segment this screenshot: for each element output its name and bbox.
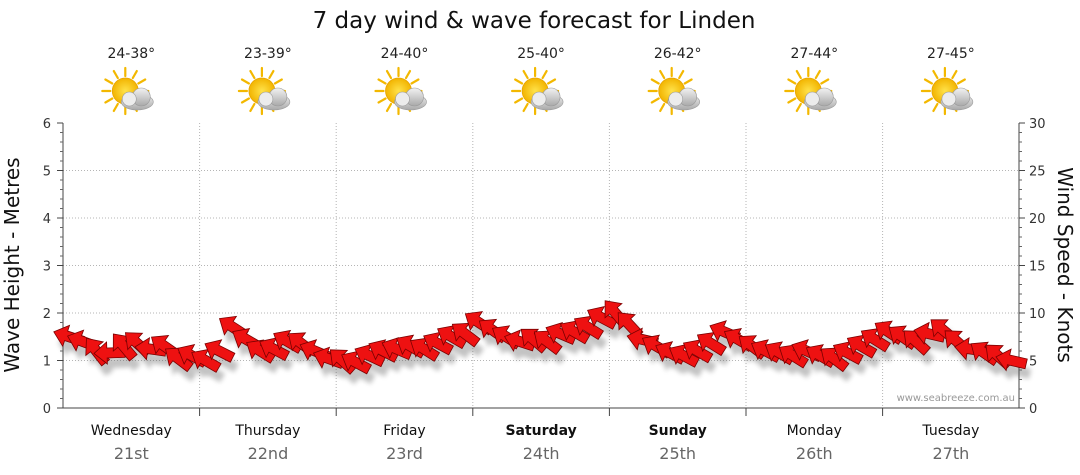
day-date-label: 21st	[114, 444, 149, 463]
right-tick-label: 10	[1029, 307, 1046, 322]
right-axis-ticks: 0 5 10 15 20 25 30	[1019, 117, 1046, 417]
day-date-label: 24th	[523, 444, 560, 463]
wind-arrow	[682, 339, 714, 364]
right-tick-label: 15	[1029, 260, 1046, 275]
partly-cloudy-sun-icon	[920, 66, 974, 116]
temperature-range: 24-40°	[381, 46, 429, 62]
wind-arrow	[778, 344, 809, 369]
wind-arrow	[259, 337, 291, 362]
wind-arrow	[423, 331, 454, 356]
day-name-label: Thursday	[234, 423, 300, 439]
wind-arrow	[832, 341, 864, 365]
wind-arrow	[669, 344, 700, 368]
day-date-label: 25th	[659, 444, 696, 463]
temperature-range: 25-40°	[517, 46, 565, 62]
day-name-label: Friday	[383, 423, 425, 439]
wind-arrow	[573, 315, 605, 340]
left-tick-label: 1	[43, 355, 51, 370]
day-name-label: Monday	[787, 423, 842, 439]
wind-arrow	[451, 322, 481, 348]
temperature-labels: 24-38° 23-39° 24-40° 25-40° 26-42° 27-44° 27-4…	[107, 46, 974, 62]
chart-title: 7 day wind & wave forecast for Linden	[313, 8, 756, 34]
wind-arrow	[533, 330, 563, 356]
partly-cloudy-sun-icon	[374, 66, 427, 116]
left-axis-title: Wave Height - Metres	[0, 157, 24, 372]
day-name-label: Saturday	[505, 423, 576, 439]
day-labels: Wednesday 21st Thursday 22nd Friday 23rd Satur…	[91, 408, 979, 463]
wind-arrow	[903, 330, 931, 356]
partly-cloudy-sun-icon	[647, 66, 701, 116]
left-tick-label: 5	[43, 165, 51, 180]
left-axis-ticks: 0 1 2 3 4 5 6	[43, 117, 63, 417]
partly-cloudy-sun-icon	[237, 66, 291, 116]
temperature-range: 27-45°	[927, 46, 975, 62]
partly-cloudy-sun-icon	[784, 66, 837, 116]
right-tick-label: 30	[1029, 117, 1046, 132]
wind-arrow	[410, 337, 441, 362]
wind-arrow	[995, 348, 1028, 372]
day-name-label: Tuesday	[921, 423, 979, 439]
wind-arrow	[560, 320, 591, 345]
wind-arrow	[820, 347, 850, 373]
left-tick-label: 3	[43, 260, 51, 275]
right-tick-label: 5	[1029, 355, 1037, 370]
left-tick-label: 0	[43, 402, 51, 417]
wind-arrow	[860, 328, 891, 353]
partly-cloudy-sun-icon	[510, 66, 564, 116]
wind-arrows	[53, 300, 1028, 375]
watermark: www.seabreeze.com.au	[897, 393, 1015, 404]
wind-arrow	[165, 347, 194, 373]
left-tick-label: 4	[43, 212, 51, 227]
left-tick-label: 2	[43, 307, 51, 322]
wind-arrow	[112, 333, 138, 362]
partly-cloudy-sun-icon	[101, 66, 154, 116]
day-name-label: Wednesday	[91, 423, 172, 439]
wind-arrow	[696, 331, 727, 357]
temperature-range: 23-39°	[244, 46, 292, 62]
right-tick-label: 25	[1029, 165, 1046, 180]
temperature-range: 26-42°	[654, 46, 702, 62]
wind-arrow	[191, 348, 222, 373]
right-tick-label: 0	[1029, 402, 1037, 417]
wind-arrow	[846, 334, 878, 359]
right-axis-title: Wind Speed - Knots	[1053, 167, 1077, 363]
day-date-label: 27th	[933, 444, 970, 463]
wind-arrow	[341, 350, 372, 375]
right-tick-label: 20	[1029, 212, 1046, 227]
weather-icons	[101, 66, 974, 116]
temperature-range: 24-38°	[107, 46, 155, 62]
day-date-label: 23rd	[386, 444, 423, 463]
left-tick-label: 6	[43, 117, 51, 132]
day-name-label: Sunday	[649, 423, 707, 439]
wind-arrow	[204, 339, 236, 363]
temperature-range: 27-44°	[790, 46, 838, 62]
day-date-label: 22nd	[248, 444, 289, 463]
day-date-label: 26th	[796, 444, 833, 463]
